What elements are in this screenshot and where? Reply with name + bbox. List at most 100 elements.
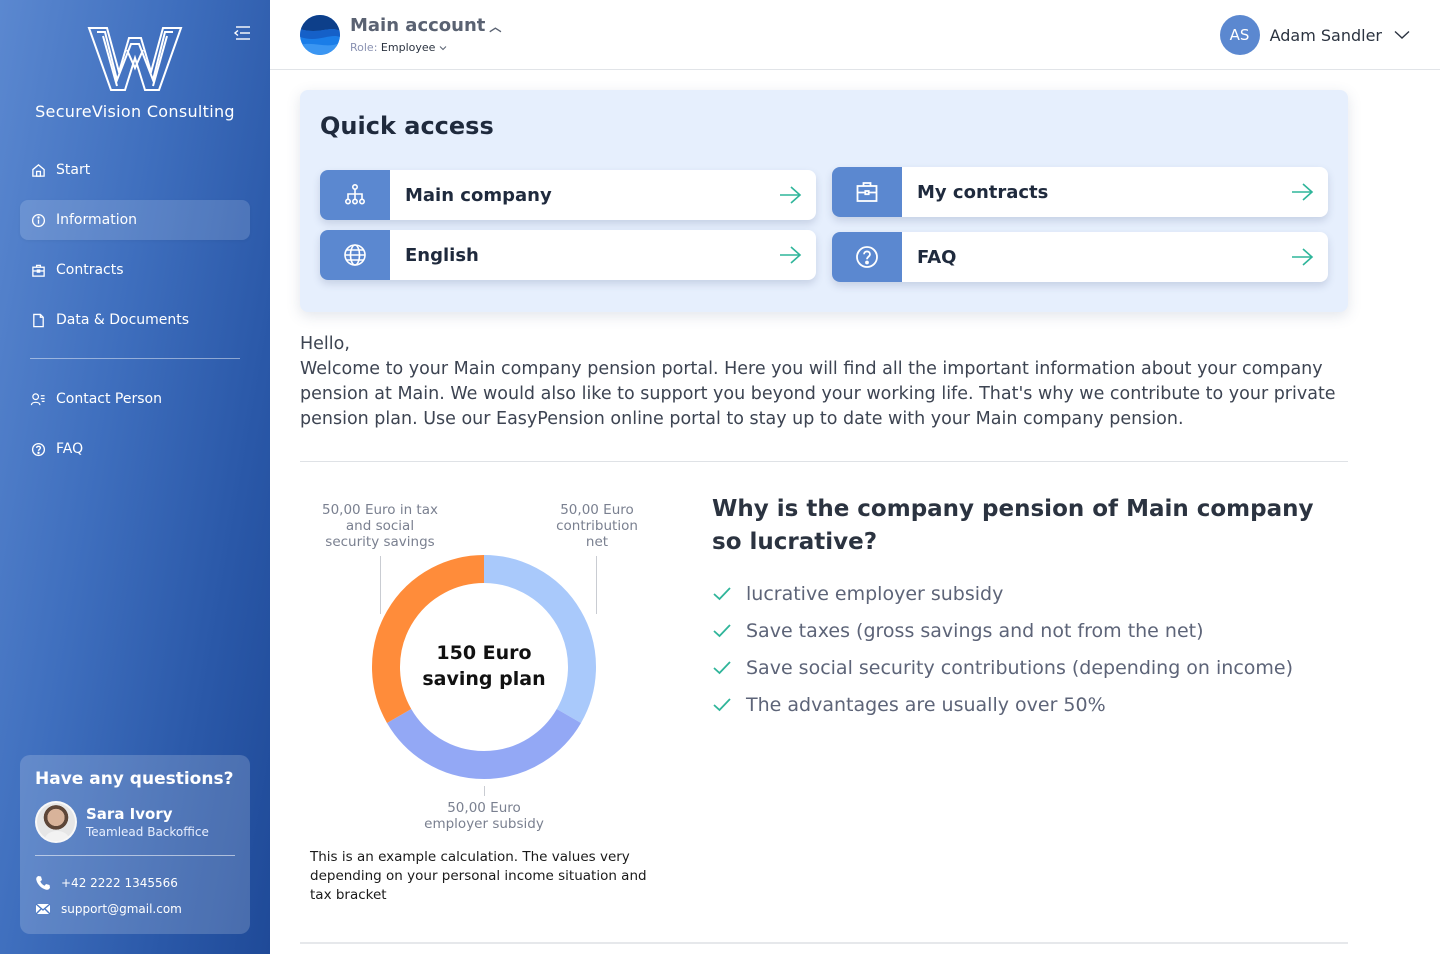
- help-card: Have any questions? Sara Ivory Teamlead …: [20, 755, 250, 934]
- w-logo-icon: [87, 27, 183, 91]
- info-icon: [30, 212, 46, 228]
- user-avatar: AS: [1219, 15, 1260, 55]
- label-line: 50,00 Euro in tax: [322, 502, 438, 518]
- email-address: support@gmail.com: [61, 902, 182, 916]
- quick-access-label: Main company: [405, 184, 552, 206]
- sidebar-item-label: Contact Person: [56, 391, 162, 407]
- donut-center-label: 150 Euro saving plan: [371, 640, 597, 692]
- account-logo-icon: [300, 15, 340, 55]
- list-item-text: The advantages are usually over 50%: [746, 693, 1106, 716]
- segment-net: [483, 555, 596, 723]
- quick-access-main-company[interactable]: Main company: [320, 170, 816, 220]
- quick-access-title: Quick access: [320, 112, 494, 140]
- why-title: Why is the company pension of Main compa…: [712, 496, 1314, 555]
- sidebar-item-label: Information: [56, 212, 138, 228]
- list-item: lucrative employer subsidy: [712, 575, 1293, 612]
- label-line: contribution: [556, 518, 638, 534]
- role-selector[interactable]: Role: Employee: [350, 41, 447, 54]
- mail-icon: [35, 903, 53, 915]
- label-line: employer subsidy: [424, 816, 544, 832]
- sidebar-item-start[interactable]: Start: [20, 150, 250, 190]
- contact-name: Sara Ivory: [86, 805, 173, 823]
- top-header: Main account ︿ Role: Employee AS Adam San…: [270, 0, 1440, 70]
- chart-label-net: 50,00 Euro contribution net: [541, 502, 653, 550]
- email-link[interactable]: support@gmail.com: [35, 896, 235, 922]
- globe-icon: [320, 230, 390, 280]
- quick-access-label: FAQ: [917, 246, 957, 268]
- sidebar-item-faq[interactable]: FAQ: [20, 429, 250, 469]
- phone-icon: [35, 875, 53, 891]
- arrow-right-icon: [778, 185, 802, 205]
- home-icon: [30, 162, 46, 178]
- benefits-list: lucrative employer subsidy Save taxes (g…: [712, 575, 1293, 723]
- intro-body: Welcome to your Main company pension por…: [300, 359, 1336, 429]
- sidebar-nav: Start Information Contracts Data & Docum…: [20, 150, 250, 479]
- user-menu[interactable]: AS Adam Sandler: [1219, 15, 1410, 55]
- user-name: Adam Sandler: [1269, 25, 1382, 45]
- quick-access-label: My contracts: [917, 181, 1049, 203]
- avatar: [35, 801, 77, 843]
- center-line: saving plan: [422, 668, 546, 690]
- list-item: The advantages are usually over 50%: [712, 686, 1293, 723]
- chart-label-tax: 50,00 Euro in tax and social security sa…: [315, 502, 445, 550]
- list-item-text: Save social security contributions (depe…: [746, 656, 1294, 679]
- chevron-down-icon: [1394, 30, 1410, 39]
- sidebar-item-contracts[interactable]: Contracts: [20, 250, 250, 290]
- contact-person: Sara Ivory Teamlead Backoffice: [35, 801, 235, 843]
- list-item-text: Save taxes (gross savings and not from t…: [746, 619, 1204, 642]
- briefcase-icon: [832, 167, 902, 217]
- org-chart-icon: [320, 170, 390, 220]
- sidebar-item-label: Data & Documents: [56, 312, 190, 328]
- leader-line: [596, 556, 597, 614]
- label-line: and social: [345, 518, 415, 534]
- check-icon: [712, 697, 736, 713]
- arrow-right-icon: [1290, 247, 1314, 267]
- intro-text: Hello, Welcome to your Main company pens…: [300, 332, 1348, 432]
- quick-access-faq[interactable]: FAQ: [832, 232, 1328, 282]
- role-value: Employee: [380, 41, 436, 54]
- arrow-right-icon: [1290, 182, 1314, 202]
- logo: SecureVision Consulting: [0, 24, 270, 121]
- brand-name: SecureVision Consulting: [35, 102, 235, 121]
- account-title: Main account: [350, 15, 486, 36]
- help-title: Have any questions?: [35, 769, 234, 789]
- sidebar: SecureVision Consulting Start Informatio…: [0, 0, 270, 954]
- section-divider: [300, 461, 1348, 462]
- check-icon: [712, 586, 736, 602]
- phone-number: +42 2222 1345566: [61, 876, 178, 890]
- sidebar-item-contact-person[interactable]: Contact Person: [20, 379, 250, 419]
- check-icon: [712, 660, 736, 676]
- account-switcher[interactable]: Main account ︿: [350, 15, 501, 36]
- check-icon: [712, 623, 736, 639]
- sidebar-item-label: Start: [56, 162, 91, 178]
- leader-line: [484, 786, 485, 796]
- phone-link[interactable]: +42 2222 1345566: [35, 870, 235, 896]
- segment-tax: [372, 555, 485, 723]
- sidebar-item-data-documents[interactable]: Data & Documents: [20, 300, 250, 340]
- donut-chart: [372, 555, 596, 779]
- quick-access-english[interactable]: English: [320, 230, 816, 280]
- list-item: Save social security contributions (depe…: [712, 649, 1293, 686]
- collapse-menu-icon: [233, 26, 250, 40]
- label-line: security savings: [325, 534, 435, 550]
- document-icon: [30, 312, 46, 328]
- quick-access-panel: Quick access Main company My contracts E…: [300, 90, 1348, 312]
- contact-role: Teamlead Backoffice: [86, 825, 209, 839]
- chevron-down-icon: [439, 46, 447, 51]
- sidebar-item-information[interactable]: Information: [20, 200, 250, 240]
- collapse-sidebar-button[interactable]: [232, 24, 252, 42]
- label-line: 50,00 Euro: [560, 502, 634, 518]
- leader-line: [380, 556, 381, 614]
- sidebar-item-label: Contracts: [56, 262, 124, 278]
- sidebar-item-label: FAQ: [56, 441, 84, 457]
- quick-access-my-contracts[interactable]: My contracts: [832, 167, 1328, 217]
- chevron-up-icon: ︿: [489, 20, 502, 34]
- greeting: Hello,: [300, 334, 350, 354]
- quick-access-label: English: [405, 244, 479, 266]
- list-item: Save taxes (gross savings and not from t…: [712, 612, 1293, 649]
- center-line: 150 Euro: [436, 642, 532, 664]
- arrow-right-icon: [778, 245, 802, 265]
- question-icon: [30, 441, 46, 457]
- nav-divider: [30, 358, 240, 359]
- role-label: Role:: [350, 41, 378, 54]
